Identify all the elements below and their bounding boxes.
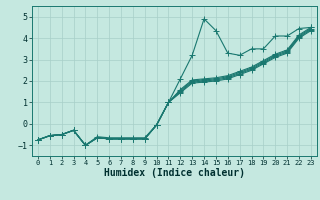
X-axis label: Humidex (Indice chaleur): Humidex (Indice chaleur): [104, 168, 245, 178]
